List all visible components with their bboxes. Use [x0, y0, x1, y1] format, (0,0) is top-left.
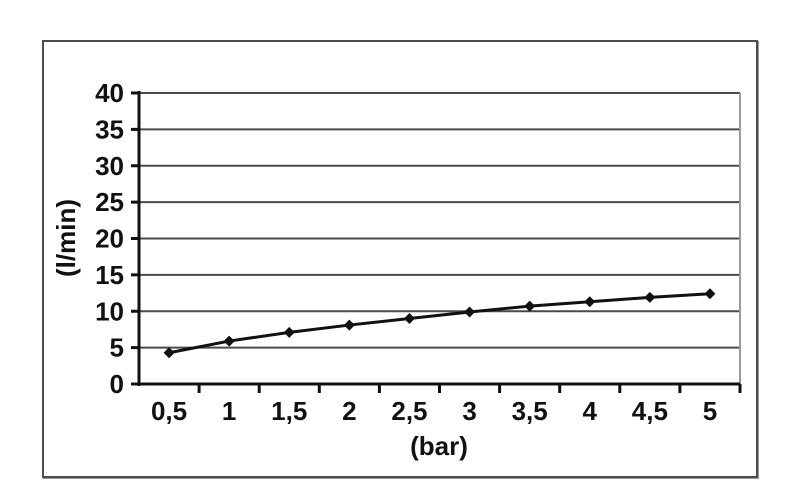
- data-point-marker-5: [704, 288, 716, 300]
- y-tick-label-30: 30: [95, 151, 124, 181]
- data-point-marker-3: [464, 306, 476, 318]
- x-tick-label-3,5: 3,5: [512, 396, 548, 426]
- x-tick-label-4: 4: [583, 396, 598, 426]
- y-tick-label-35: 35: [95, 114, 124, 144]
- y-tick-label-5: 5: [110, 333, 124, 363]
- data-point-marker-2,5: [403, 313, 415, 325]
- data-point-marker-3,5: [524, 300, 536, 312]
- series-line-flow-rate-curve: [168, 292, 711, 355]
- x-axis-title: (bar): [410, 431, 468, 461]
- x-tick-label-1,5: 1,5: [271, 396, 307, 426]
- data-point-marker-2: [343, 319, 355, 331]
- x-tick-label-1: 1: [222, 396, 236, 426]
- x-tick-label-2,5: 2,5: [391, 396, 427, 426]
- x-tick-label-5: 5: [703, 396, 717, 426]
- data-point-marker-1: [223, 335, 235, 347]
- x-tick-label-0,5: 0,5: [151, 396, 187, 426]
- x-tick-label-4,5: 4,5: [632, 396, 668, 426]
- y-tick-label-15: 15: [95, 260, 124, 290]
- x-tick-label-2: 2: [342, 396, 356, 426]
- y-tick-label-0: 0: [110, 369, 124, 399]
- y-axis-title: (l/min): [51, 199, 81, 277]
- y-tick-label-10: 10: [95, 296, 124, 326]
- x-tick-label-3: 3: [462, 396, 476, 426]
- y-tick-label-40: 40: [95, 78, 124, 108]
- y-tick-label-20: 20: [95, 224, 124, 254]
- data-point-marker-4,5: [644, 291, 656, 303]
- y-tick-label-25: 25: [95, 187, 124, 217]
- data-point-marker-0,5: [163, 347, 175, 359]
- data-point-marker-1,5: [283, 326, 295, 338]
- chart-frame: 0 5 10 15 20 25 30 35 40 0,5 1 1,5 2 2,5 3 3,5 4 4,5 5 (l/…: [42, 40, 758, 478]
- data-point-marker-4: [584, 296, 596, 308]
- flow-vs-pressure-chart: 0 5 10 15 20 25 30 35 40 0,5 1 1,5 2 2,5 3 3,5 4 4,5 5: [95, 78, 742, 426]
